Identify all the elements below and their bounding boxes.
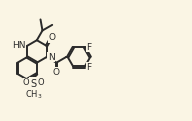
Text: O: O [37,78,44,87]
Text: F: F [86,63,91,72]
Text: $\mathregular{CH_3}$: $\mathregular{CH_3}$ [25,89,42,101]
Text: $\mathregular{S}$: $\mathregular{S}$ [30,77,37,89]
Text: O: O [52,68,59,77]
Text: O: O [23,78,30,87]
Text: O: O [48,33,55,42]
Text: HN: HN [12,41,25,50]
Text: F: F [86,43,91,52]
Text: S: S [31,79,36,88]
Text: N: N [48,53,55,62]
